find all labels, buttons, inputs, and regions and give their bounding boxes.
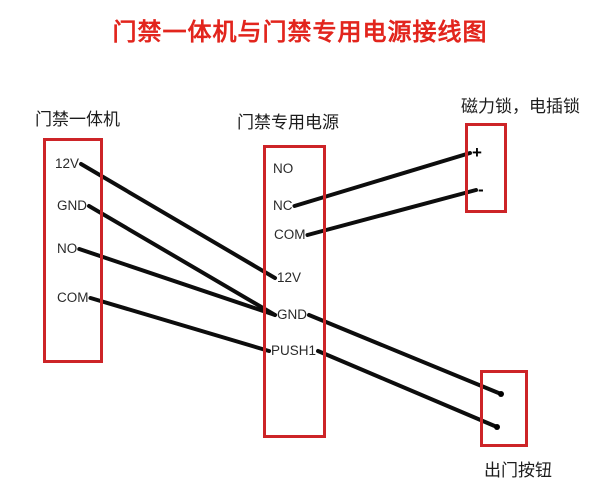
exit-button-contact-dot-top [498, 391, 504, 397]
wire-psu-com-to-lock-minus [305, 188, 478, 237]
reader-label: 门禁一体机 [35, 110, 120, 129]
reader-terminal-gnd: GND [57, 198, 87, 213]
lock-terminal-minus: - [478, 180, 484, 199]
psu-label: 门禁专用电源 [237, 113, 339, 132]
exit-button-contact-dot-bottom [494, 424, 500, 430]
psu-terminal-com: COM [274, 227, 306, 242]
psu-terminal-nc: NC [273, 198, 293, 213]
reader-box [43, 138, 103, 363]
lock-label: 磁力锁，电插锁 [461, 97, 580, 116]
psu-box [263, 145, 326, 438]
psu-terminal-12v: 12V [277, 270, 302, 285]
wire-reader-v12-to-psu-v12 [79, 162, 277, 280]
exit-button-box [480, 370, 528, 447]
diagram-title: 门禁一体机与门禁专用电源接线图 [112, 19, 488, 46]
exit-button-label: 出门按钮 [484, 461, 552, 480]
wire-psu-gnd-to-btn-dot1 [307, 313, 503, 396]
psu-terminal-no: NO [273, 161, 294, 176]
reader-terminal-com: COM [57, 290, 89, 305]
wire-psu-push1-to-btn-dot2 [316, 349, 499, 429]
psu-terminal-gnd: GND [277, 307, 307, 322]
psu-terminal-push1: PUSH1 [271, 343, 317, 358]
reader-terminal-12v: 12V [55, 156, 80, 171]
lock-box [465, 123, 507, 213]
wire-reader-com-to-psu-push1 [88, 296, 271, 353]
wire-reader-gnd-to-psu-gnd [87, 204, 277, 317]
reader-terminal-no: NO [57, 241, 78, 256]
lock-terminal-plus: + [472, 143, 482, 162]
wire-reader-no-to-psu-gnd [77, 247, 277, 317]
